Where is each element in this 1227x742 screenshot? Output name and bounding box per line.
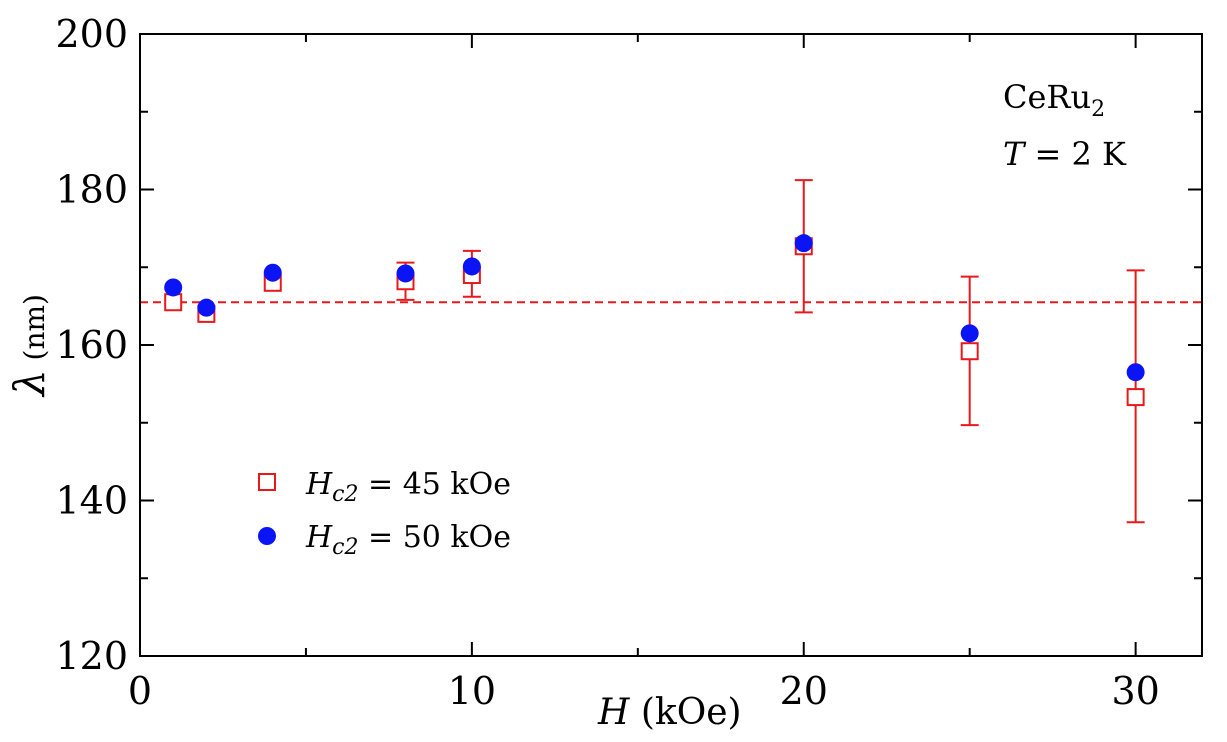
temperature-annotation: T = 2 K (1003, 135, 1127, 173)
y-tick-label: 140 (55, 479, 128, 523)
y-tick-label: 160 (55, 323, 128, 367)
y-tick-label: 180 (55, 168, 128, 212)
temperature-variable: T (1003, 135, 1027, 173)
data-point-hc2-50 (1126, 363, 1145, 382)
y-axis-unit: (nm) (18, 294, 51, 369)
series-hc2-50-markers (164, 234, 1145, 382)
material-subscript: 2 (1091, 97, 1105, 122)
data-point-hc2-50 (263, 263, 282, 282)
data-point-hc2-45 (1126, 388, 1145, 407)
legend-marker-hc2-45 (258, 473, 276, 491)
data-point-hc2-50 (197, 298, 216, 317)
legend-rest-hc2-45: = 45 kOe (359, 467, 511, 502)
data-point-hc2-50 (462, 257, 481, 276)
x-tick-label: 10 (448, 669, 496, 713)
data-point-hc2-50 (960, 324, 979, 343)
legend-var-hc2-45: H (305, 467, 333, 502)
legend-rest-hc2-50: = 50 kOe (359, 520, 511, 555)
material-name: CeRu (1003, 78, 1091, 116)
data-point-hc2-45 (164, 293, 183, 312)
legend-marker-hc2-50 (258, 527, 276, 545)
material-annotation: CeRu2 (1003, 78, 1105, 122)
x-axis-title: H (kOe) (597, 692, 742, 733)
series-hc2-45-markers (164, 237, 1145, 407)
x-tick-label: 20 (780, 669, 828, 713)
temperature-value: = 2 K (1024, 135, 1127, 173)
legend-label-hc2-50: Hc2 = 50 kOe (305, 520, 511, 560)
legend-sub-hc2-50: c2 (332, 535, 358, 560)
data-point-hc2-50 (396, 264, 415, 283)
legend-var-hc2-50: H (305, 520, 333, 555)
legend-label-hc2-45: Hc2 = 45 kOe (305, 467, 511, 507)
x-tick-label: 30 (1111, 669, 1159, 713)
tick-labels: 0 10 20 30 120 140 160 180 200 (55, 12, 1159, 713)
data-point-hc2-50 (794, 234, 813, 253)
legend: Hc2 = 45 kOe Hc2 = 50 kOe (258, 467, 511, 560)
y-tick-label: 200 (55, 12, 128, 56)
plot-frame (139, 33, 1203, 657)
x-axis-variable: H (597, 692, 630, 733)
y-axis-title: λ (nm) (5, 294, 54, 398)
y-axis-variable: λ (5, 369, 54, 398)
x-axis-unit: (kOe) (629, 692, 741, 733)
data-point-hc2-50 (164, 278, 183, 297)
x-tick-label: 0 (128, 669, 152, 713)
data-point-hc2-45 (960, 342, 979, 361)
legend-sub-hc2-45: c2 (332, 482, 358, 507)
y-tick-label: 120 (55, 634, 128, 678)
axis-ticks (139, 33, 1202, 657)
